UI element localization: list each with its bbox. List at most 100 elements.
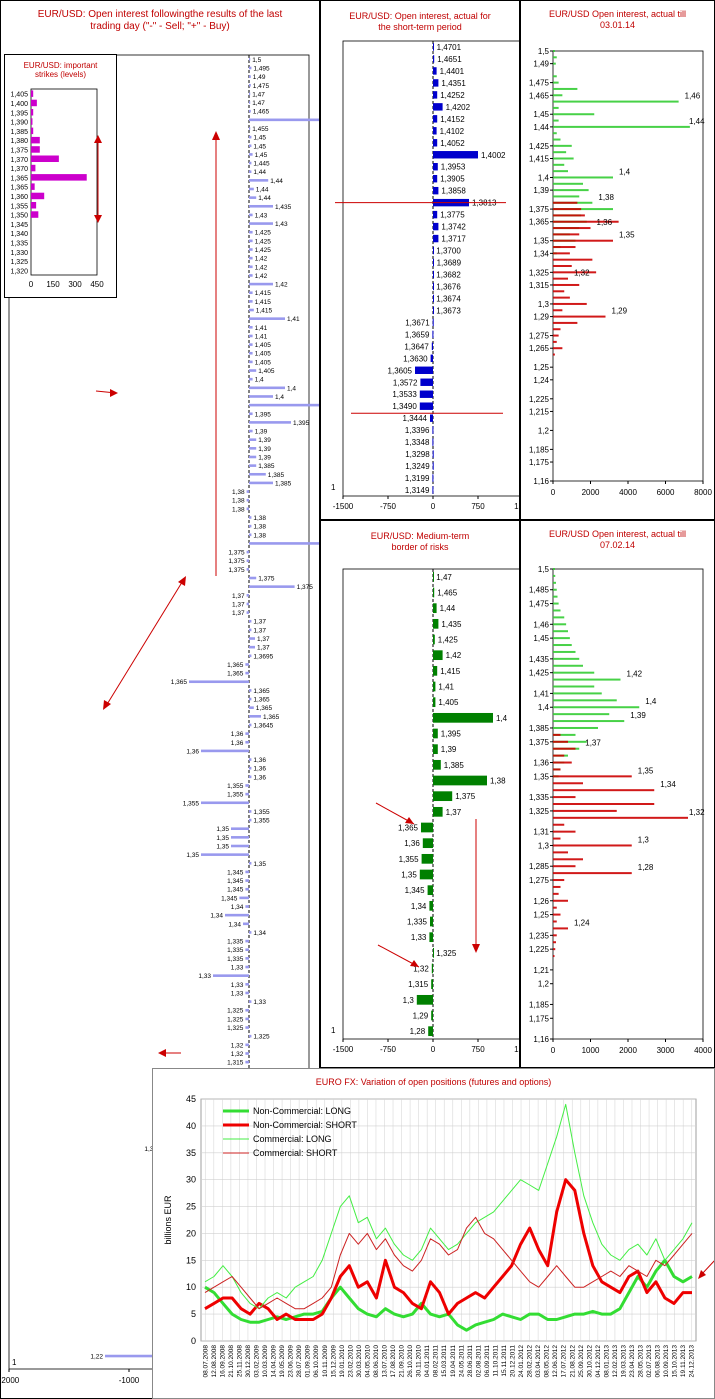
- x-tick-label: 15.10.2013: [672, 1345, 679, 1378]
- bar: [249, 464, 257, 467]
- x-tick-label: -1500: [333, 1045, 354, 1054]
- x-tick-label: 04.05.2010: [364, 1345, 371, 1378]
- level-bar: [553, 955, 555, 958]
- bar: [243, 922, 249, 926]
- bar: [433, 151, 478, 159]
- plot-frame: [552, 50, 704, 482]
- bar: [246, 490, 249, 493]
- bar: [249, 222, 273, 225]
- x-tick-label: 04.01.2011: [424, 1345, 431, 1377]
- level-bar: [553, 761, 572, 764]
- bar: [430, 916, 433, 927]
- y-tick-label: 1,5: [538, 47, 550, 56]
- bar-label: 1,435: [441, 620, 462, 629]
- bar-label: 1,325: [253, 1034, 270, 1041]
- x-tick-label: 2000: [619, 1046, 637, 1055]
- bar: [249, 585, 295, 588]
- arrow-head: [158, 1049, 166, 1057]
- level-bar: [553, 830, 576, 833]
- y-tick-label: 1,46: [533, 620, 549, 629]
- bar-label: 1,375: [228, 567, 245, 574]
- bar: [249, 455, 257, 459]
- level-bar: [553, 602, 559, 605]
- y-tick-label: 1,175: [529, 1014, 550, 1023]
- bar: [421, 853, 433, 864]
- y-tick-label: 1,16: [533, 1035, 549, 1044]
- arrow-head: [178, 576, 186, 586]
- x-tick-label: 30.10.2012: [586, 1345, 593, 1378]
- bar: [201, 801, 249, 805]
- level-bar: [553, 740, 587, 743]
- x-tick-label: -1500: [333, 502, 354, 511]
- bar-label: 1,33: [231, 982, 244, 989]
- bar: [427, 885, 433, 896]
- bar: [245, 732, 249, 735]
- level-bar: [553, 302, 587, 305]
- bar-label: 1,4052: [440, 139, 465, 148]
- y-tick-label: 35: [186, 1148, 196, 1158]
- y-tick-label: 1,395: [10, 110, 28, 117]
- bar-label: 1,36: [253, 766, 266, 773]
- bar-label: 1,49: [253, 74, 266, 81]
- y-tick-label: 40: [186, 1121, 196, 1131]
- bar: [249, 395, 273, 398]
- x-tick-label: 10.03.2009: [262, 1345, 269, 1378]
- level-bar: [553, 151, 567, 154]
- level-bar: [553, 309, 563, 312]
- x-tick-label: 08.02.2011: [433, 1345, 440, 1377]
- y-tick-label: 1,475: [529, 79, 550, 88]
- arrow-head: [94, 215, 102, 223]
- bar: [31, 127, 34, 135]
- x-tick-label: 06.09.2011: [484, 1345, 491, 1377]
- bar-label: 1,375: [455, 792, 476, 801]
- bar-label: 1,365: [263, 714, 280, 721]
- bar: [422, 838, 433, 849]
- bar: [249, 524, 252, 528]
- bar-label: 1,41: [287, 316, 300, 323]
- bar: [249, 282, 273, 286]
- x-tick-label: 0: [551, 488, 556, 497]
- level-bar: [553, 623, 567, 626]
- level-bar: [553, 650, 576, 653]
- bar: [432, 462, 434, 470]
- bar-label: 1,37: [253, 619, 266, 626]
- level-bar: [553, 100, 679, 103]
- level-bar: [553, 283, 580, 286]
- bar-label: 1,4152: [440, 115, 465, 124]
- bar: [249, 274, 253, 277]
- data-label: 1,24: [574, 918, 590, 927]
- level-bar: [553, 664, 583, 667]
- bar: [245, 983, 249, 986]
- bar-label: 1,32: [231, 1051, 244, 1058]
- bar: [433, 571, 434, 582]
- bar: [246, 568, 249, 571]
- x-tick-label: 300: [68, 280, 82, 289]
- bar-label: 1,38: [490, 777, 506, 786]
- bar-label: 1,36: [231, 740, 244, 747]
- level-bar: [553, 796, 576, 799]
- bar: [249, 58, 251, 61]
- bar: [249, 360, 253, 364]
- x-tick-label: -750: [380, 1045, 397, 1054]
- x-tick-label: 13.07.2010: [381, 1345, 388, 1378]
- bar: [419, 869, 433, 880]
- level-bar: [553, 616, 565, 619]
- y-tick-label: 1,49: [533, 60, 549, 69]
- y-tick-label: 1,25: [533, 363, 549, 372]
- level-bar: [553, 144, 572, 147]
- bar: [249, 386, 285, 390]
- bar: [433, 791, 453, 802]
- x-tick-label: 0: [431, 502, 436, 511]
- bar-label: 1,4: [496, 714, 508, 723]
- bar-label: 1,3645: [253, 722, 273, 729]
- bar: [249, 369, 257, 372]
- bar: [31, 136, 40, 144]
- bar: [433, 712, 493, 723]
- y-tick-label: 1,185: [529, 1000, 550, 1009]
- bar: [249, 481, 273, 485]
- bar: [433, 234, 439, 243]
- bar: [249, 1034, 252, 1038]
- bar-label: 1,3689: [437, 259, 462, 268]
- bar: [189, 680, 249, 684]
- bar-label: 1,33: [231, 990, 244, 997]
